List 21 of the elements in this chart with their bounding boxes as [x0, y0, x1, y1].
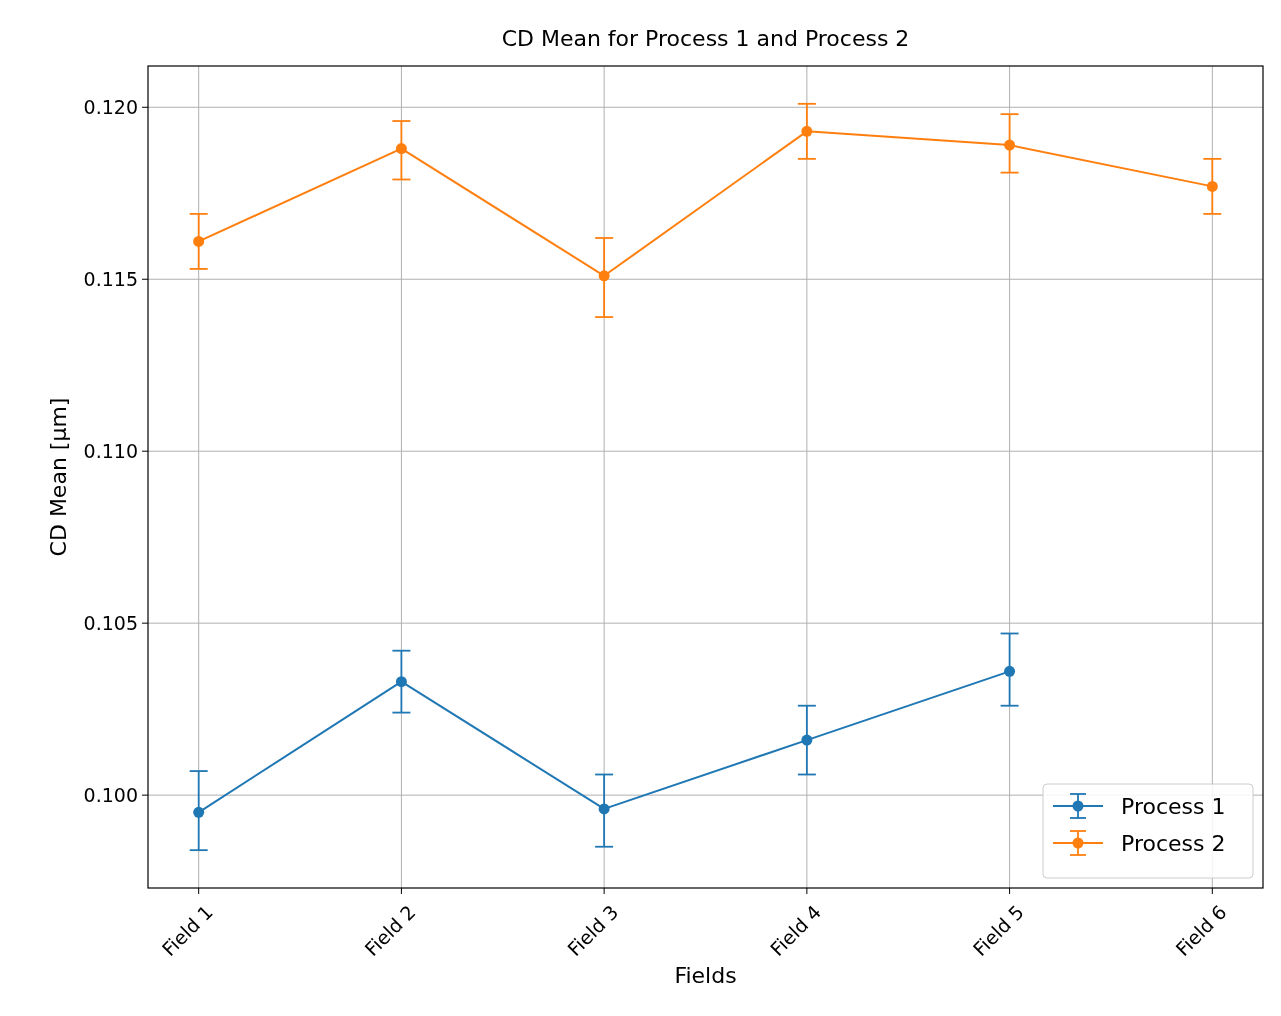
point	[395, 143, 407, 155]
y-tick-label: 0.120	[83, 95, 138, 118]
point	[395, 676, 407, 688]
point	[193, 806, 205, 818]
y-tick-label: 0.110	[83, 439, 138, 462]
y-tick-label: 0.115	[83, 267, 138, 290]
point	[598, 270, 610, 282]
legend-label: Process 2	[1121, 830, 1226, 856]
y-tick-label: 0.100	[83, 783, 138, 806]
y-axis-title: CD Mean [μm]	[46, 397, 71, 557]
point	[1004, 665, 1016, 677]
legend-label: Process 1	[1121, 793, 1226, 819]
point	[801, 734, 813, 746]
chart-title: CD Mean for Process 1 and Process 2	[501, 26, 910, 51]
point	[193, 235, 205, 247]
x-axis-title: Fields	[674, 963, 737, 988]
point	[598, 803, 610, 815]
y-tick-label: 0.105	[83, 611, 138, 634]
point	[801, 125, 813, 137]
point	[1206, 180, 1218, 192]
point	[1004, 139, 1016, 151]
